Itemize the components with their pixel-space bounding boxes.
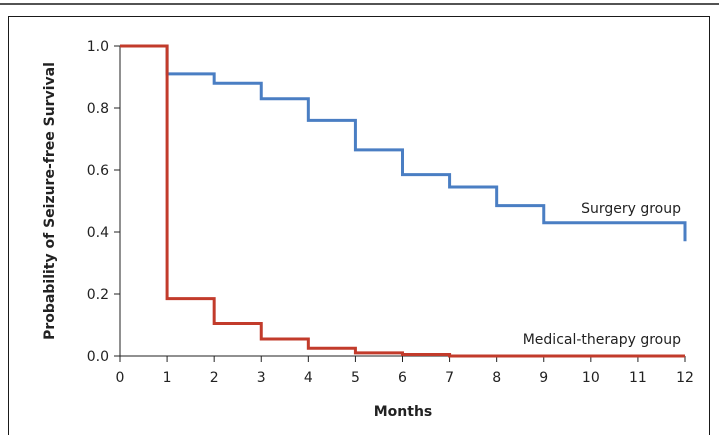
x-tick-label: 0 [116,370,125,386]
x-tick-label: 4 [304,370,313,386]
axes: 0 1 2 3 4 5 6 7 8 9 10 11 120.00.20.40.60.81.0 [87,39,694,386]
y-tick-label: 0.0 [87,349,109,365]
x-tick-label: 6 [398,370,407,386]
surgery-group-label: Surgery group [581,201,681,217]
y-tick-label: 0.8 [87,101,109,117]
x-tick-label: 12 [676,370,694,386]
x-tick-label: 9 [539,370,548,386]
series-lines [120,44,687,358]
x-tick-label: 10 [582,370,600,386]
x-axis-title: Months [374,404,433,420]
medical-therapy-group-label: Medical-therapy group [523,332,681,348]
x-tick-label: 3 [257,370,266,386]
medical-therapy-group-line [120,44,685,358]
x-tick-label: 2 [210,370,219,386]
y-axis-title: Probability of Seizure-free Survival [42,62,58,340]
y-tick-label: 0.2 [87,287,109,303]
series-labels: Surgery group Medical-therapy group [523,201,681,348]
surgery-group-line [120,44,687,242]
y-tick-label: 0.6 [87,163,109,179]
y-tick-label: 1.0 [87,39,109,55]
x-tick-label: 8 [492,370,501,386]
x-tick-label: 11 [629,370,647,386]
x-tick-label: 5 [351,370,360,386]
x-tick-label: 7 [445,370,454,386]
y-tick-label: 0.4 [87,225,109,241]
x-tick-label: 1 [163,370,172,386]
